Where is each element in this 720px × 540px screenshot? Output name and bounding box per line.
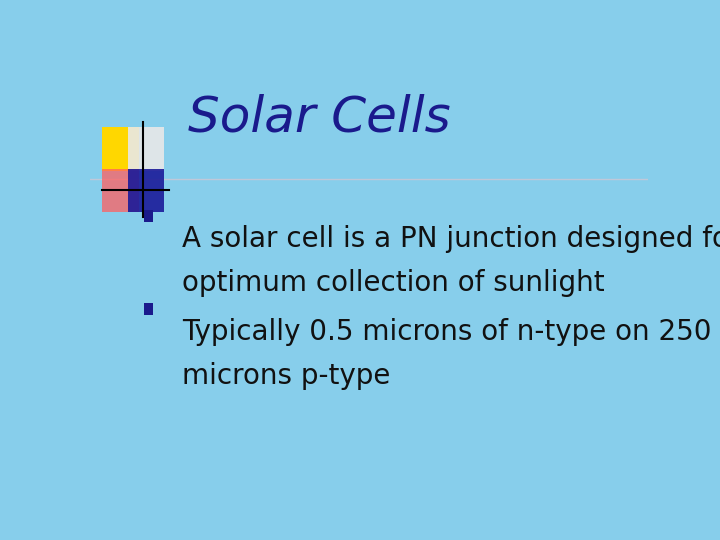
FancyBboxPatch shape <box>144 210 153 221</box>
Text: microns p-type: microns p-type <box>182 362 390 390</box>
Text: A solar cell is a PN junction designed for: A solar cell is a PN junction designed f… <box>182 225 720 253</box>
FancyBboxPatch shape <box>128 168 164 212</box>
FancyBboxPatch shape <box>102 168 138 212</box>
Text: Typically 0.5 microns of n-type on 250: Typically 0.5 microns of n-type on 250 <box>182 319 711 347</box>
Text: Solar Cells: Solar Cells <box>188 94 450 141</box>
FancyBboxPatch shape <box>102 127 138 171</box>
Text: optimum collection of sunlight: optimum collection of sunlight <box>182 268 605 296</box>
FancyBboxPatch shape <box>144 303 153 315</box>
FancyBboxPatch shape <box>128 127 164 171</box>
